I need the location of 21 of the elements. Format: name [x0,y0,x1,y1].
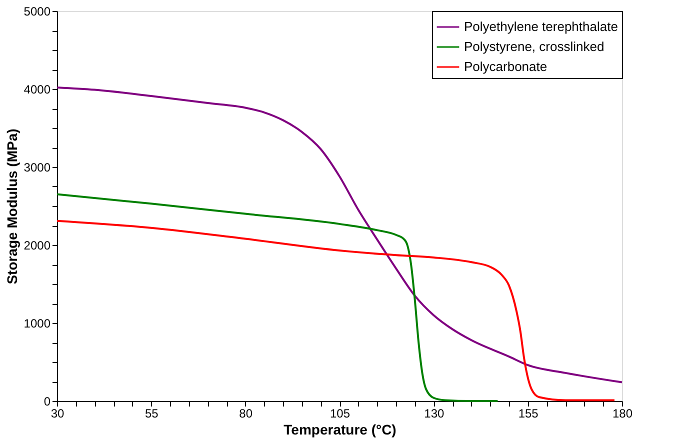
x-tick-label: 130 [424,406,444,420]
line-series [56,193,499,402]
line-series [56,220,616,402]
x-axis-title: Temperature (°C) [284,422,396,438]
x-tick-label: 30 [50,406,64,420]
legend-label: Polyethylene terephthalate [464,19,618,34]
y-tick-label: 3000 [24,160,51,174]
y-tick-label: 2000 [24,238,51,252]
x-tick-label: 180 [612,406,633,420]
line-series [56,86,623,384]
x-tick-label: 105 [330,406,350,420]
y-tick-label: 4000 [24,82,51,96]
x-tick-label: 80 [239,406,253,420]
legend-label: Polycarbonate [464,59,548,74]
y-tick-label: 1000 [24,316,51,330]
y-tick-label: 5000 [24,4,51,18]
x-tick-label: 155 [518,406,539,420]
y-tick-label: 0 [44,394,51,408]
x-tick-label: 55 [144,406,159,420]
y-axis-title: Storage Modulus (MPa) [4,128,20,284]
legend-label: Polystyrene, crosslinked [464,39,604,54]
